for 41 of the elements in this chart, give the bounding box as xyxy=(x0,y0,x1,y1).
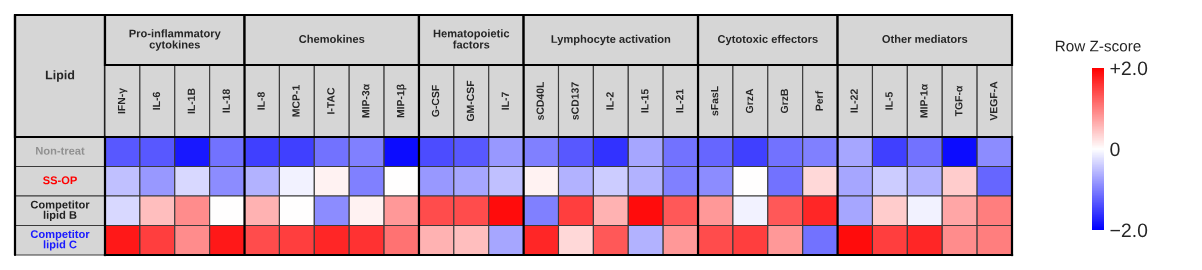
x-tick-label: sCD40L xyxy=(536,81,544,121)
x-tick-label: MCP-1 xyxy=(292,85,300,117)
color-bar-label: +2.0 xyxy=(1110,61,1148,76)
x-tick-label: IL-1B xyxy=(187,88,195,114)
text: Hematopoietic factors xyxy=(433,29,510,49)
x-tick-label: IL-18 xyxy=(222,89,230,113)
x-tick-label: MIP-1β xyxy=(396,84,407,118)
x-tick-label: sCD137 xyxy=(571,82,579,120)
x-tick-label: GM-CSF xyxy=(466,80,475,122)
x-tick-label: VEGF-A xyxy=(989,81,998,121)
x-tick-label: GrzB xyxy=(780,89,789,114)
x-tick-label: IL-5 xyxy=(885,92,893,110)
text: Chemokines xyxy=(299,34,365,43)
x-tick-label: MIP-1α xyxy=(920,84,928,118)
y-tick-label: Non-treat xyxy=(36,146,85,155)
x-tick-label: IL-15 xyxy=(641,89,649,113)
text: Lymphocyte activation xyxy=(551,34,671,46)
text: Cytotoxic effectors xyxy=(717,34,818,46)
color-bar-label: 0 xyxy=(1110,142,1120,157)
x-tick-label: Perf xyxy=(815,90,823,111)
color-bar-title: Row Z-score xyxy=(1055,40,1141,52)
x-tick-label: IL-8 xyxy=(257,92,265,110)
x-tick-label: IFN-γ xyxy=(117,88,128,114)
text: Other mediators xyxy=(882,34,968,43)
x-tick-label: GrzA xyxy=(745,88,754,114)
x-tick-label: I-TAC xyxy=(327,87,335,114)
text: Pro-inflammatory cytokines xyxy=(129,29,221,51)
y-tick-label: Competitor lipid C xyxy=(30,229,90,251)
y-tick-label: Competitor lipid B xyxy=(30,200,90,222)
x-tick-label: IL-7 xyxy=(501,92,509,110)
y-axis-title: Lipid xyxy=(45,70,75,82)
x-tick-label: IL-6 xyxy=(152,92,161,110)
x-tick-label: G-CSF xyxy=(431,85,440,117)
color-bar-label: −2.0 xyxy=(1110,223,1148,238)
x-tick-label: IL-21 xyxy=(676,89,684,113)
y-tick-label: SS-OP xyxy=(43,176,77,185)
x-tick-label: sFasL xyxy=(711,86,719,116)
x-tick-label: MIP-3α xyxy=(362,84,370,118)
x-tick-label: TGF-α xyxy=(955,85,963,117)
x-tick-label: IL-2 xyxy=(606,92,614,110)
x-tick-label: IL-22 xyxy=(850,89,858,113)
